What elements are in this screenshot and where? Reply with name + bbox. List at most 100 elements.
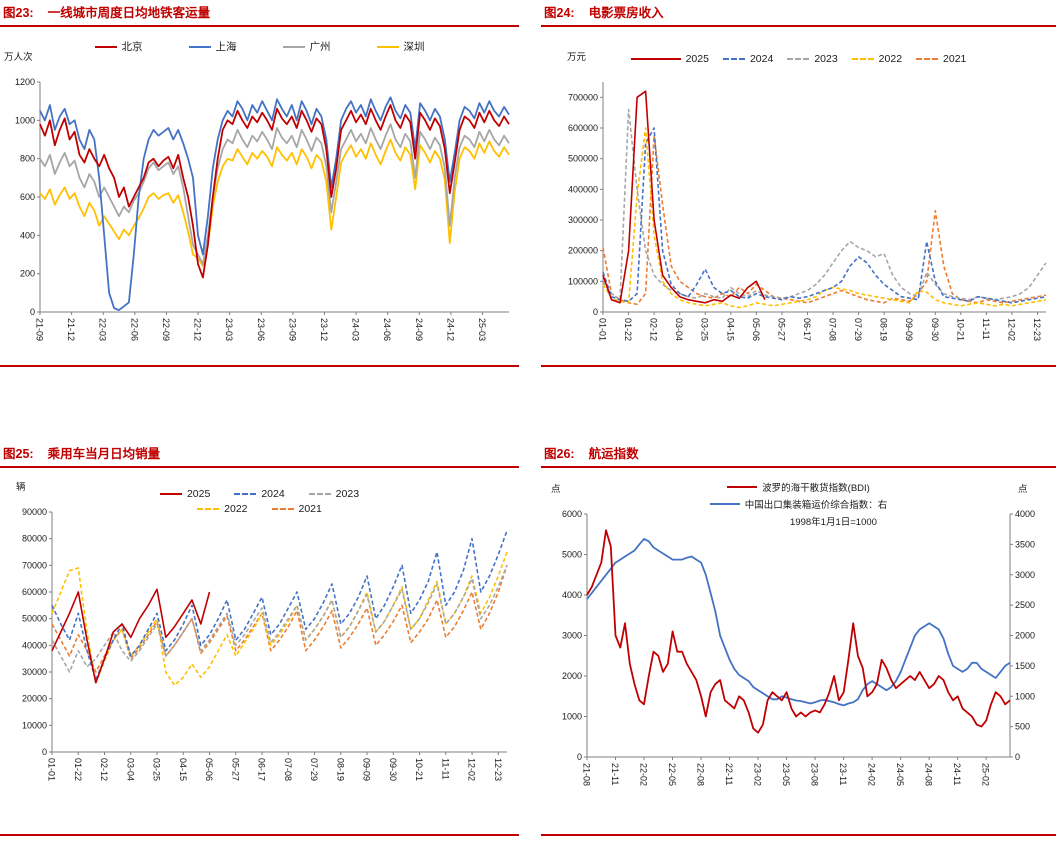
svg-text:30000: 30000 [22, 667, 47, 677]
svg-text:12-02: 12-02 [467, 758, 477, 781]
svg-text:90000: 90000 [22, 507, 47, 517]
svg-text:6000: 6000 [562, 509, 582, 519]
svg-text:03-04: 03-04 [125, 758, 135, 781]
svg-text:22-08: 22-08 [696, 763, 706, 786]
bottom-divider [0, 834, 519, 836]
svg-text:2000: 2000 [562, 671, 582, 681]
figure-number: 图23: [3, 6, 34, 20]
svg-text:11-11: 11-11 [981, 318, 991, 340]
svg-text:01-01: 01-01 [47, 758, 57, 781]
title-divider [541, 25, 1056, 27]
svg-text:22-06: 22-06 [129, 318, 139, 341]
svg-text:24-09: 24-09 [414, 318, 424, 341]
bottom-divider [0, 365, 519, 367]
panel-subway: 图23: 一线城市周度日均地铁客运量 0 200 400 600 800 1000 1200 万… [0, 0, 528, 421]
bottom-divider [541, 834, 1056, 836]
title-divider [0, 25, 519, 27]
svg-text:03-25: 03-25 [152, 758, 162, 781]
svg-text:05-27: 05-27 [776, 318, 786, 341]
svg-text:03-04: 03-04 [674, 318, 684, 341]
svg-text:200000: 200000 [568, 246, 598, 256]
svg-text:03-25: 03-25 [700, 318, 710, 341]
svg-text:0: 0 [593, 307, 598, 317]
figure-title-text: 航运指数 [588, 447, 639, 461]
svg-text:06-17: 06-17 [802, 318, 812, 341]
svg-text:40000: 40000 [22, 640, 47, 650]
svg-text:07-08: 07-08 [283, 758, 293, 781]
svg-text:01-22: 01-22 [73, 758, 83, 781]
svg-text:23-08: 23-08 [810, 763, 820, 786]
svg-text:23-02: 23-02 [753, 763, 763, 786]
panel-title-box-office: 图24: 电影票房收入 [544, 4, 1056, 22]
title-divider [541, 466, 1056, 468]
shipping-index-chart: 0 1000 2000 3000 4000 5000 6000 0 500 1000 1500 200… [541, 468, 1056, 832]
svg-text:400: 400 [20, 230, 35, 240]
svg-text:22-05: 22-05 [667, 763, 677, 786]
svg-text:10000: 10000 [22, 720, 47, 730]
svg-text:1200: 1200 [15, 77, 35, 87]
bottom-divider [541, 365, 1056, 367]
svg-text:1000: 1000 [1015, 691, 1035, 701]
svg-text:23-11: 23-11 [838, 763, 848, 785]
chart-svg: 0 10000 20000 30000 40000 50000 60000 70000 8000… [16, 481, 508, 781]
svg-text:3000: 3000 [1015, 570, 1035, 580]
svg-text:24-08: 24-08 [924, 763, 934, 786]
svg-text:24-12: 24-12 [445, 318, 455, 341]
svg-text:02-12: 02-12 [649, 318, 659, 341]
figure-number: 图26: [544, 447, 575, 461]
svg-text:01-01: 01-01 [598, 318, 608, 341]
svg-text:万人次: 万人次 [4, 51, 33, 63]
svg-text:4000: 4000 [1015, 509, 1035, 519]
svg-text:23-03: 23-03 [224, 318, 234, 341]
figure-title-text: 电影票房收入 [588, 6, 664, 20]
panel-car-sales: 图25: 乘用车当月日均销量 0 10000 20000 30000 40000 50000… [0, 421, 528, 842]
chart-svg: 0 100000 200000 300000 400000 500000 600000 700… [567, 52, 1047, 341]
svg-text:04-15: 04-15 [178, 758, 188, 781]
svg-text:07-29: 07-29 [309, 758, 319, 781]
svg-text:23-05: 23-05 [781, 763, 791, 786]
svg-text:500: 500 [1015, 722, 1030, 732]
figure-title-text: 一线城市周度日均地铁客运量 [47, 6, 211, 20]
subway-ridership-chart: 0 200 400 600 800 1000 1200 万人次 21-09 21-12 22-03 2… [0, 27, 519, 363]
svg-text:12-23: 12-23 [493, 758, 503, 781]
svg-text:22-03: 22-03 [98, 318, 108, 341]
svg-text:80000: 80000 [22, 534, 47, 544]
svg-text:500000: 500000 [568, 154, 598, 164]
svg-text:05-06: 05-06 [204, 758, 214, 781]
svg-text:600: 600 [20, 192, 35, 202]
svg-text:23-12: 23-12 [319, 318, 329, 341]
svg-text:06-17: 06-17 [257, 758, 267, 781]
svg-text:24-11: 24-11 [952, 763, 962, 785]
svg-text:22-09: 22-09 [161, 318, 171, 341]
svg-text:24-06: 24-06 [382, 318, 392, 341]
svg-text:100000: 100000 [568, 276, 598, 286]
svg-text:1500: 1500 [1015, 661, 1035, 671]
svg-text:05-27: 05-27 [230, 758, 240, 781]
svg-text:02-12: 02-12 [99, 758, 109, 781]
figure-title-text: 乘用车当月日均销量 [47, 447, 161, 461]
figure-number: 图24: [544, 6, 575, 20]
svg-text:08-19: 08-19 [879, 318, 889, 341]
box-office-chart: 0 100000 200000 300000 400000 500000 600000 700… [541, 27, 1056, 363]
svg-text:05-06: 05-06 [751, 318, 761, 341]
svg-text:0: 0 [30, 307, 35, 317]
svg-text:21-08: 21-08 [582, 763, 592, 786]
svg-text:1000: 1000 [15, 115, 35, 125]
svg-text:23-06: 23-06 [256, 318, 266, 341]
panel-title-shipping: 图26: 航运指数 [544, 445, 1056, 463]
svg-text:3000: 3000 [562, 631, 582, 641]
svg-text:辆: 辆 [16, 481, 26, 493]
svg-text:点: 点 [551, 484, 561, 495]
svg-text:5000: 5000 [562, 550, 582, 560]
svg-text:0: 0 [577, 752, 582, 762]
svg-text:4000: 4000 [562, 590, 582, 600]
svg-text:25-02: 25-02 [981, 763, 991, 786]
svg-text:1000: 1000 [562, 712, 582, 722]
svg-text:300000: 300000 [568, 215, 598, 225]
svg-text:21-09: 21-09 [35, 318, 45, 341]
panel-box-office: 图24: 电影票房收入 0 100000 200000 300000 400000 5000… [528, 0, 1057, 421]
svg-text:24-05: 24-05 [895, 763, 905, 786]
svg-text:22-02: 22-02 [639, 763, 649, 786]
svg-text:25-03: 25-03 [477, 318, 487, 341]
